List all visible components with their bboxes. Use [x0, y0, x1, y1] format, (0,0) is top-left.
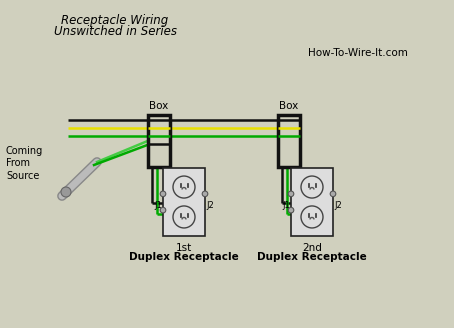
Circle shape	[202, 191, 208, 197]
Text: How-To-Wire-It.com: How-To-Wire-It.com	[308, 48, 408, 58]
Bar	[187, 183, 188, 187]
Circle shape	[173, 176, 195, 198]
Bar	[180, 183, 181, 187]
Text: Coming
From
Source: Coming From Source	[6, 146, 43, 181]
Bar	[187, 213, 188, 217]
Text: J1: J1	[282, 201, 290, 210]
Text: Box: Box	[149, 101, 168, 111]
Circle shape	[288, 207, 294, 213]
Text: J1: J1	[154, 201, 162, 210]
Text: Box: Box	[279, 101, 299, 111]
Bar	[180, 213, 181, 217]
Circle shape	[330, 191, 336, 197]
Text: 2nd: 2nd	[302, 243, 322, 253]
Circle shape	[160, 191, 166, 197]
Text: Duplex Receptacle: Duplex Receptacle	[129, 252, 239, 262]
Text: 1st: 1st	[176, 243, 192, 253]
Bar	[308, 213, 309, 217]
Text: Duplex Receptacle: Duplex Receptacle	[257, 252, 367, 262]
Circle shape	[301, 206, 323, 228]
Bar	[291, 168, 333, 236]
Circle shape	[301, 176, 323, 198]
Bar	[308, 183, 309, 187]
Bar	[278, 115, 300, 167]
Bar	[315, 183, 316, 187]
Circle shape	[61, 187, 71, 197]
Bar	[163, 168, 205, 236]
Text: Receptacle Wiring: Receptacle Wiring	[61, 14, 168, 27]
Bar	[315, 213, 316, 217]
Text: Unswitched in Series: Unswitched in Series	[54, 25, 177, 38]
Bar	[148, 115, 170, 167]
Circle shape	[160, 207, 166, 213]
Text: J2: J2	[206, 201, 214, 210]
Circle shape	[288, 191, 294, 197]
Circle shape	[173, 206, 195, 228]
Text: J2: J2	[334, 201, 342, 210]
